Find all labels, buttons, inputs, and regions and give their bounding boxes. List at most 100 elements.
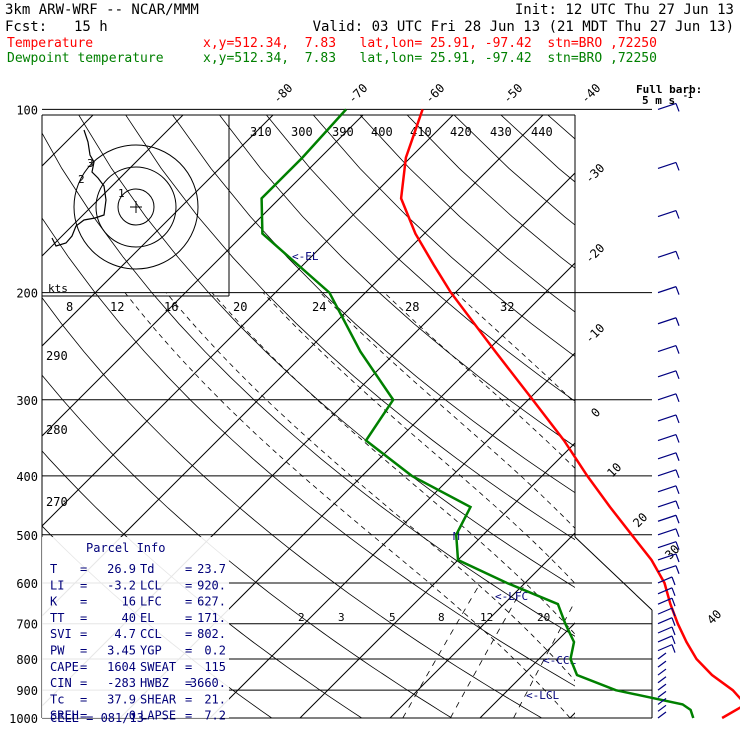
pressure-tick-label: 800 <box>16 653 38 667</box>
mixing-label: 5 <box>389 611 396 624</box>
wind-barb-flag <box>671 644 676 653</box>
wind-barb-flag <box>675 210 680 219</box>
parcel-key: YGP <box>140 644 162 658</box>
parcel-key: LI <box>50 578 64 592</box>
wind-barb-flag <box>675 528 680 538</box>
parcel-info-panel: Parcel Info T = 26.9 Td = 23.7 LI = -3.2 LCL = 920.… <box>42 537 229 725</box>
pressure-tick-label: 200 <box>16 287 38 301</box>
parcel-value: -3.2 <box>107 578 136 592</box>
wind-barb-staff <box>657 676 667 684</box>
parcel-eq: = <box>80 595 87 609</box>
hodograph: 3 2 1 <box>42 115 230 297</box>
pressure-tick-label: 500 <box>16 529 38 543</box>
dry-adiabat-line <box>125 115 575 541</box>
wind-barb-flag <box>675 393 680 403</box>
temp-label: 20 <box>630 510 650 530</box>
parcel-value: 21. <box>204 692 226 706</box>
parcel-eq: = <box>185 611 192 625</box>
wind-barb-staff <box>657 286 677 294</box>
hodo-speed-16: 16 <box>164 300 178 314</box>
mixing-label: 20 <box>537 611 550 624</box>
parcel-value: 40 <box>122 611 136 625</box>
parcel-value: 1604 <box>107 660 136 674</box>
lcl-marker: <-LCL <box>526 689 559 702</box>
wind-barb-staff <box>657 210 677 218</box>
pressure-tick-label: 100 <box>16 103 38 117</box>
hodo-speed-24: 24 <box>312 300 326 314</box>
wind-barb-staff <box>657 528 677 536</box>
wind-barb-flag <box>675 500 680 510</box>
hodo-speed-12: 12 <box>110 300 124 314</box>
wind-barb-staff <box>657 433 677 442</box>
parcel-key: SWEAT <box>140 660 176 674</box>
parcel-key: K <box>50 595 58 609</box>
parcel-eq: = <box>185 562 192 576</box>
pressure-tick-label: 900 <box>16 684 38 698</box>
left-theta-label: 290 <box>46 349 68 363</box>
mixing-ratio-line <box>574 716 575 718</box>
theta-labels: 310 300 390 400 410 420 430 440 290 280 … <box>46 125 553 509</box>
parcel-title: Parcel Info <box>86 541 165 555</box>
temp-label: -10 <box>582 321 607 346</box>
wind-barb-flag <box>675 345 680 354</box>
moist-adiabat-line <box>124 292 571 718</box>
isotherm-line <box>660 109 740 718</box>
dewpoint-info: x,y=512.34, 7.83 lat,lon= 25.91, -97.42 … <box>203 51 657 66</box>
wind-barb-flag <box>675 414 680 424</box>
parcel-eq: = <box>185 578 192 592</box>
wind-barb-staff <box>657 697 667 705</box>
wind-barb-flag <box>675 317 680 326</box>
wind-barb-staff <box>657 587 673 595</box>
parcel-eq: = <box>80 562 87 576</box>
wind-barb-staff <box>657 553 677 561</box>
wind-barb-staff <box>657 576 673 584</box>
level-annotations: <-EL <-LFC <-CCL <-LCL M <box>292 250 576 702</box>
wind-barb-staff <box>657 635 673 643</box>
full-barb-value: 5 m s <box>642 94 675 107</box>
left-theta-label: 270 <box>46 495 68 509</box>
temp-label: 0 <box>588 405 603 420</box>
wind-barb-staff <box>657 668 667 676</box>
parcel-value: 37.9 <box>107 692 136 706</box>
parcel-value: 7.2 <box>204 709 226 723</box>
parcel-key: SREH <box>50 709 79 723</box>
ccl-marker: <-CCL <box>543 654 576 667</box>
wind-barb-flag <box>675 485 680 495</box>
isotherm-line <box>42 115 364 437</box>
isotherm-line <box>42 115 184 257</box>
dewpoint-legend: Dewpoint temperature <box>7 51 164 66</box>
mixing-label: 8 <box>438 611 445 624</box>
pressure-tick-label: 300 <box>16 394 38 408</box>
wind-barb-staff <box>657 393 677 401</box>
isotherm-line <box>0 109 9 718</box>
hodo-speed-28: 28 <box>405 300 419 314</box>
wind-barb-staff <box>657 690 667 698</box>
parcel-eq: = <box>80 676 87 690</box>
parcel-value: 4.7 <box>114 627 136 641</box>
parcel-key: LCL <box>140 578 162 592</box>
mixing-ratio-line <box>450 582 526 718</box>
mixing-ratio-line <box>513 600 575 718</box>
wind-barb-staff <box>657 250 677 258</box>
el-marker: <-EL <box>292 250 319 263</box>
pressure-axis: 100 200 300 400 500 600 700 800 900 1000 <box>9 103 38 726</box>
dry-adiabat-line <box>635 109 740 718</box>
temp-label: 40 <box>704 607 724 627</box>
wind-barb-flag <box>671 576 676 586</box>
wind-barb-flag <box>675 286 680 295</box>
parcel-value: 171. <box>197 611 226 625</box>
wind-barb-staff <box>657 660 667 668</box>
parcel-key: CCL <box>140 627 162 641</box>
hodo-ring-label-3: 3 <box>87 157 94 170</box>
wind-barb-staff <box>657 370 677 378</box>
parcel-value: 3660. <box>190 676 226 690</box>
wind-barb-staff <box>657 485 677 493</box>
temperature-info: x,y=512.34, 7.83 lat,lon= 25.91, -97.42 … <box>203 36 657 51</box>
hodo-unit: kts <box>48 282 68 295</box>
parcel-key: Tc <box>50 692 64 706</box>
parcel-eq: = <box>185 644 192 658</box>
parcel-key: HWBZ <box>140 676 169 690</box>
wind-barb-staff <box>657 541 677 549</box>
parcel-value: 26.9 <box>107 562 136 576</box>
